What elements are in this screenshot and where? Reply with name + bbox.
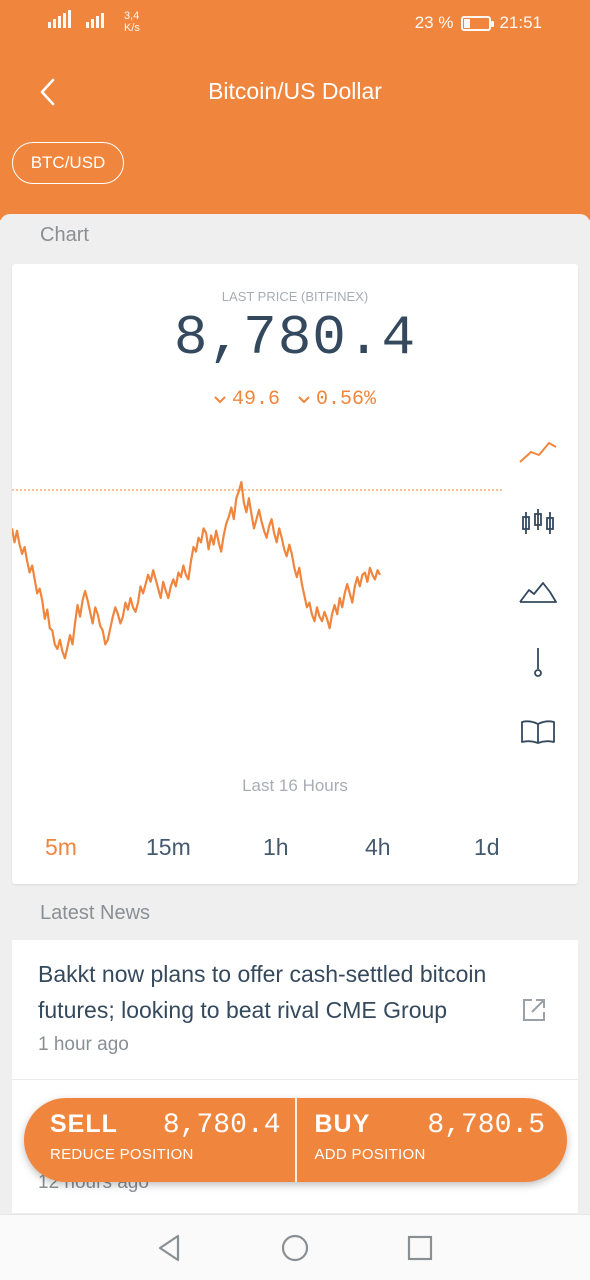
network-speed-unit: K/s	[124, 22, 140, 34]
pair-strip: BTC/USD	[0, 138, 590, 220]
depth-icon[interactable]	[518, 642, 558, 682]
chart-section-title: Chart	[40, 224, 89, 246]
news-time: 1 hour ago	[38, 1034, 129, 1055]
battery-percent: 23 %	[414, 13, 454, 32]
chevron-down-icon	[214, 395, 226, 403]
line-chart-icon[interactable]	[518, 432, 558, 472]
change-abs: 49.6	[214, 388, 280, 411]
interval-5m[interactable]: 5m	[45, 834, 77, 860]
status-bar: 3,4 K/s 23 % 21:51	[0, 0, 590, 48]
last-price-label: LAST PRICE (BITFINEX)	[221, 289, 369, 304]
recents-nav-icon[interactable]	[403, 1231, 437, 1265]
chevron-down-icon	[298, 395, 310, 403]
clock: 21:51	[499, 13, 542, 32]
sell-button[interactable]: SELL 8,780.4 REDUCE POSITION	[24, 1098, 297, 1182]
status-right: 23 % 21:51	[415, 13, 542, 33]
cell-signal-icon-2	[86, 10, 114, 28]
interval-1h[interactable]: 1h	[263, 834, 289, 860]
change-abs-value: 49.6	[231, 388, 280, 411]
buy-subtitle: ADD POSITION	[314, 1146, 426, 1163]
chart-range-label: Last 16 Hours	[242, 776, 348, 795]
buy-price: 8,780.5	[427, 1110, 545, 1141]
book-icon[interactable]	[518, 712, 558, 752]
change-pct: 0.56%	[298, 388, 376, 411]
news-title[interactable]: Bakkt now plans to offer cash-settled bi…	[38, 961, 487, 1023]
chart-tools	[518, 432, 558, 782]
sell-label: SELL	[50, 1110, 118, 1138]
back-nav-icon[interactable]	[152, 1231, 186, 1265]
chevron-left-icon[interactable]	[28, 70, 68, 114]
system-nav-bar	[0, 1214, 590, 1280]
interval-selector: 5m 15m 1h 4h 1d	[12, 834, 578, 866]
interval-15m[interactable]: 15m	[146, 834, 191, 860]
chart-card: LAST PRICE (BITFINEX) 8,780.4 49.6 0.56%	[12, 264, 578, 884]
status-left: 3,4 K/s	[48, 10, 140, 34]
page-title: Bitcoin/US Dollar	[208, 78, 382, 104]
cell-signal-icon	[48, 10, 76, 28]
pair-chip[interactable]: BTC/USD	[12, 142, 124, 184]
interval-1d[interactable]: 1d	[474, 834, 500, 860]
network-speed-value: 3,4	[124, 10, 140, 22]
app-bar: Bitcoin/US Dollar	[0, 48, 590, 138]
buy-label: BUY	[314, 1110, 371, 1138]
battery-icon	[461, 15, 495, 31]
change-pct-value: 0.56%	[316, 388, 377, 411]
price-chart[interactable]	[12, 424, 504, 744]
sell-price: 8,780.4	[162, 1110, 281, 1141]
news-item[interactable]: Bakkt now plans to offer cash-settled bi…	[12, 940, 578, 1080]
external-link-icon[interactable]	[520, 996, 548, 1024]
news-section-title: Latest News	[40, 902, 151, 924]
price-line-series	[12, 480, 381, 660]
network-speed: 3,4 K/s	[124, 10, 140, 34]
sell-subtitle: REDUCE POSITION	[50, 1146, 194, 1163]
battery-fill	[464, 18, 471, 28]
buy-button[interactable]: BUY 8,780.5 ADD POSITION	[297, 1098, 568, 1182]
trade-bar: SELL 8,780.4 REDUCE POSITION BUY 8,780.5…	[24, 1098, 567, 1182]
mountain-chart-icon[interactable]	[518, 572, 558, 612]
candlestick-icon[interactable]	[518, 502, 558, 542]
interval-4h[interactable]: 4h	[365, 834, 391, 860]
home-nav-icon[interactable]	[278, 1231, 312, 1265]
price-change: 49.6 0.56%	[12, 388, 578, 411]
last-price-value: 8,780.4	[173, 306, 417, 370]
